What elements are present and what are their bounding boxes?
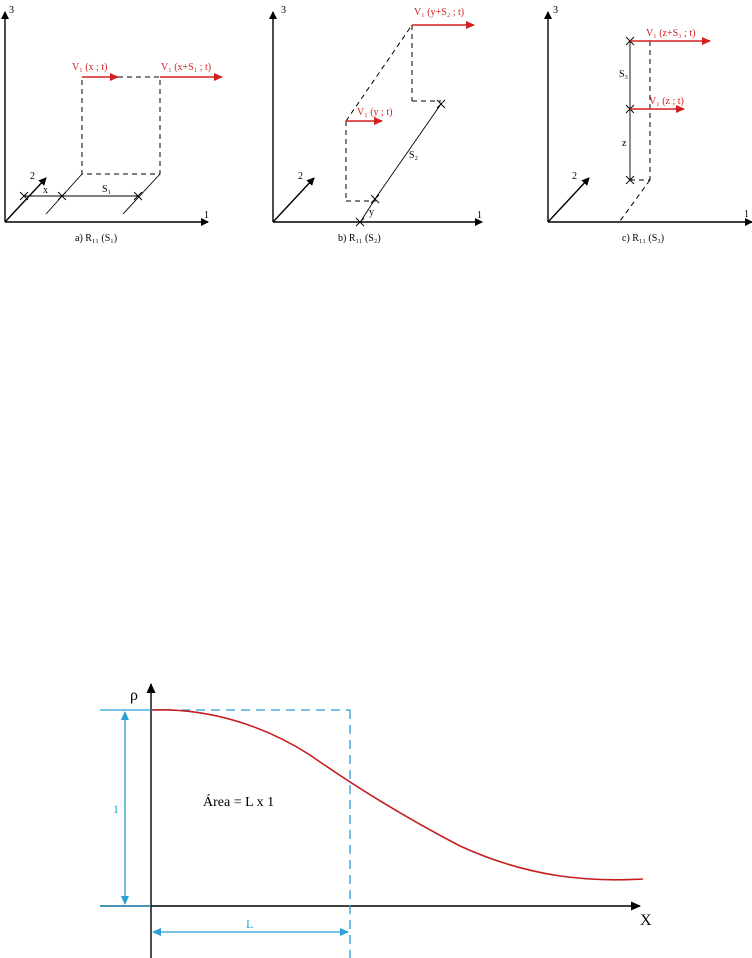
y-axis-label: ρ (130, 687, 138, 704)
axis-2 (4, 177, 47, 223)
separation-label: S₃ (619, 69, 628, 80)
velocity-label-right: V₁ (x+S₁ ; t) (161, 62, 211, 73)
correlation-plot: ρ X 1 L Área = L x 1 (100, 683, 652, 958)
axis-3-label: 3 (553, 5, 558, 16)
axis-2 (272, 177, 315, 223)
caption-b: b) R₁₁ (S₂) (338, 233, 381, 244)
axis-1-label: 1 (204, 210, 209, 221)
velocity-label-high: V₁ (y+S₂ ; t) (414, 7, 464, 18)
axis-2 (547, 177, 590, 223)
axis-2-label: 2 (572, 171, 577, 182)
velocity-label-left: V₁ (x ; t) (72, 62, 107, 73)
separation-label: S₂ (409, 150, 418, 161)
caption-c: c) R₁₁ (S₃) (622, 233, 664, 244)
offset-label: z (622, 138, 627, 149)
diagram-b: 3 1 2 y S₂ V₁ (y ; t) V₁ (y+S₂ ; t) b) R… (269, 5, 483, 244)
area-label: Área = L x 1 (203, 793, 274, 810)
velocity-label-low: V₁ (z ; t) (649, 96, 684, 107)
axis-3-label: 3 (9, 5, 14, 16)
height-label: 1 (113, 802, 119, 816)
axis-1-label: 1 (744, 209, 749, 220)
axis-2-label: 2 (30, 171, 35, 182)
axis-1-label: 1 (477, 210, 482, 221)
caption-a: a) R₁₁ (S₁) (75, 233, 117, 244)
separation-line (374, 103, 442, 200)
velocity-label-low: V₁ (y ; t) (357, 107, 392, 118)
diagram-c: 3 1 2 S₃ z V₁ (z+S₃ ; t) V₁ (z ; t) c) R… (544, 5, 752, 244)
dashed-box (81, 76, 161, 175)
axis-3-label: 3 (281, 5, 286, 16)
separation-label: S₁ (102, 184, 111, 195)
x-axis-label: X (640, 912, 652, 929)
width-label: L (246, 917, 253, 931)
axis-2-label: 2 (298, 171, 303, 182)
correlation-curve (150, 709, 644, 881)
offset-label: y (369, 207, 374, 218)
velocity-label-high: V₁ (z+S₃ ; t) (646, 28, 696, 39)
offset-label: x (43, 185, 48, 196)
diagram-a: 3 1 2 x S₁ V₁ (x ; t) V₁ (x+S₁ ; t) a) R… (1, 5, 223, 244)
